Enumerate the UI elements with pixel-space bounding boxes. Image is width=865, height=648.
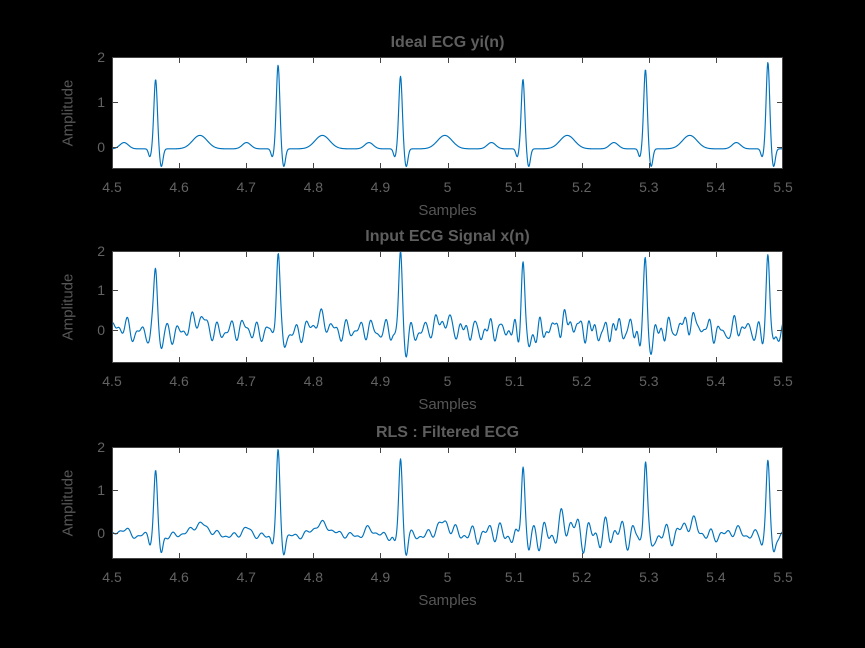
- axes-background: [112, 57, 783, 169]
- y-tick-label: 2: [97, 439, 105, 455]
- signal-trace: [112, 62, 783, 168]
- x-tick-label: 5.2: [571, 569, 592, 585]
- x-tick-label: 4.5: [102, 569, 122, 585]
- subplot2-title: Input ECG Signal x(n): [365, 228, 530, 245]
- y-tick-label: 0: [97, 138, 105, 155]
- subplot1-xlabel: Samples: [418, 202, 477, 219]
- x-tick-label: 5.5: [773, 373, 793, 389]
- y-tick-label: 1: [97, 282, 105, 299]
- x-tick-label: 5.1: [504, 179, 525, 195]
- x-tick-label: 4.9: [370, 179, 391, 195]
- y-tick-label: 1: [97, 93, 105, 110]
- axes-background: [112, 251, 783, 363]
- x-tick-label: 5: [443, 569, 452, 585]
- subplot1-title: Ideal ECG yi(n): [390, 34, 505, 51]
- x-tick-label: 4.9: [370, 373, 391, 389]
- x-tick-label: 5.5: [773, 179, 793, 195]
- axes-background: [112, 447, 783, 559]
- x-tick-label: 4.6: [169, 373, 189, 389]
- axes-box: [112, 251, 783, 363]
- x-tick-label: 5.4: [706, 569, 726, 585]
- x-tick-label: 4.8: [303, 179, 324, 195]
- x-tick-label: 5.2: [571, 179, 592, 195]
- signal-trace: [112, 251, 783, 358]
- x-tick-label: 4.6: [169, 179, 189, 195]
- x-tick-label: 4.7: [236, 373, 256, 389]
- subplot3-ylabel: Amplitude: [59, 469, 77, 537]
- x-tick-label: 4.5: [102, 373, 122, 389]
- subplot2-canvas: [112, 251, 783, 363]
- x-tick-label: 5.4: [706, 373, 726, 389]
- y-tick-label: 1: [97, 482, 105, 499]
- x-tick-label: 4.7: [236, 569, 256, 585]
- x-tick-label: 5: [443, 373, 452, 389]
- x-tick-label: 5.4: [706, 179, 726, 195]
- x-tick-label: 4.8: [303, 569, 324, 585]
- signal-trace: [112, 449, 783, 556]
- x-tick-label: 5.3: [639, 179, 659, 195]
- x-tick-label: 4.8: [303, 373, 324, 389]
- subplot3-canvas: [112, 447, 783, 559]
- subplot1-ylabel: Amplitude: [59, 79, 77, 147]
- axes-box: [112, 447, 783, 559]
- subplot2-ylabel: Amplitude: [59, 273, 77, 341]
- x-tick-label: 4.6: [169, 569, 189, 585]
- x-tick-label: 5.2: [571, 373, 592, 389]
- x-tick-label: 4.7: [236, 179, 256, 195]
- x-tick-label: 5: [443, 179, 452, 195]
- x-tick-label: 4.9: [370, 569, 391, 585]
- y-tick-label: 2: [97, 49, 105, 65]
- y-tick-label: 0: [97, 525, 105, 542]
- subplot2-xlabel: Samples: [418, 396, 477, 413]
- x-tick-label: 5.1: [504, 569, 525, 585]
- subplot3-xlabel: Samples: [418, 592, 477, 609]
- axes-box: [112, 57, 783, 169]
- subplot3-title: RLS : Filtered ECG: [375, 424, 520, 441]
- x-tick-label: 5.3: [639, 373, 659, 389]
- x-tick-label: 5.1: [504, 373, 525, 389]
- x-tick-label: 4.5: [102, 179, 122, 195]
- y-tick-label: 0: [97, 321, 105, 338]
- subplot1-canvas: [112, 57, 783, 169]
- y-tick-label: 2: [97, 243, 105, 259]
- x-tick-label: 5.3: [639, 569, 659, 585]
- x-tick-label: 5.5: [773, 569, 793, 585]
